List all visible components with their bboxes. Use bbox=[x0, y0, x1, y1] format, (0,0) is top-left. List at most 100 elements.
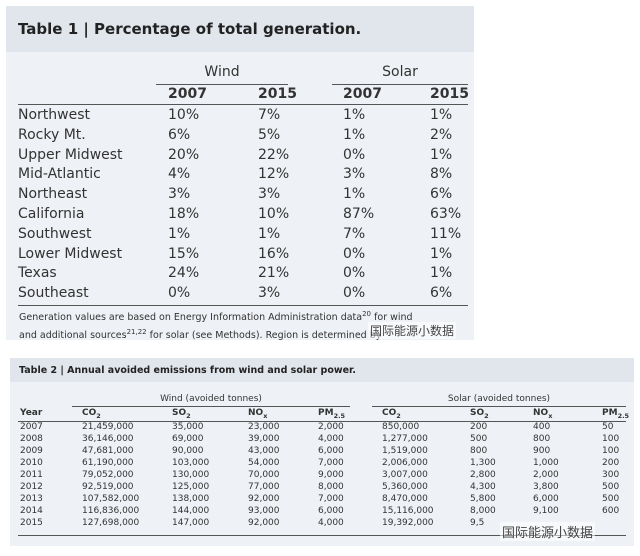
footnote-ref: 20 bbox=[362, 310, 372, 318]
cell: 116,836,000 bbox=[82, 506, 140, 516]
cell: 92,000 bbox=[248, 518, 280, 528]
cell: 107,582,000 bbox=[82, 494, 140, 504]
group-rule bbox=[372, 406, 626, 407]
cell: 0% bbox=[343, 245, 366, 262]
footnote-text: Generation values are based on Energy In… bbox=[19, 312, 363, 324]
cell: 2,000 bbox=[318, 422, 344, 432]
row-label: Upper Midwest bbox=[18, 146, 123, 163]
year-header: 2007 bbox=[343, 86, 382, 102]
cell: 7% bbox=[343, 225, 366, 242]
cell: 50 bbox=[602, 422, 614, 432]
cell: 200 bbox=[470, 422, 488, 432]
column-header: CO2 bbox=[82, 408, 101, 420]
cell: 3,800 bbox=[533, 482, 559, 492]
cell: 1,000 bbox=[533, 458, 559, 468]
watermark: 国际能源小数据 bbox=[368, 322, 457, 339]
bottom-rule bbox=[18, 535, 626, 536]
cell: 18% bbox=[168, 206, 200, 222]
cell: 850,000 bbox=[382, 422, 420, 432]
table-1-header bbox=[6, 6, 474, 52]
cell: 800 bbox=[533, 434, 551, 444]
cell: 87% bbox=[343, 206, 375, 222]
cell: 39,000 bbox=[248, 434, 280, 444]
cell: 500 bbox=[470, 434, 488, 444]
footnote-ref: 21,22 bbox=[126, 328, 147, 337]
cell: 5,360,000 bbox=[382, 482, 428, 492]
cell: 138,000 bbox=[172, 494, 210, 504]
column-header-text: CO bbox=[382, 408, 397, 418]
header-rule bbox=[18, 104, 468, 105]
table-2-header bbox=[10, 358, 634, 382]
cell: 130,000 bbox=[172, 470, 210, 480]
cell: 15,116,000 bbox=[382, 506, 434, 516]
cell: 1% bbox=[430, 107, 453, 123]
cell: 92,000 bbox=[248, 494, 280, 504]
cell: 43,000 bbox=[248, 446, 280, 456]
row-label: Southwest bbox=[18, 225, 92, 242]
year-header: 2007 bbox=[168, 86, 207, 102]
cell: 0% bbox=[343, 146, 366, 163]
cell: 5% bbox=[258, 126, 281, 143]
row-label: Texas bbox=[18, 265, 57, 282]
cell: 3% bbox=[168, 186, 191, 203]
column-header-text: PM bbox=[602, 408, 618, 418]
cell: 2,006,000 bbox=[382, 458, 428, 468]
column-header: SO2 bbox=[470, 408, 489, 420]
cell: 7,000 bbox=[318, 458, 344, 468]
cell: 1% bbox=[343, 186, 366, 203]
cell: 144,000 bbox=[172, 506, 210, 516]
group-header: Solar (avoided tonnes) bbox=[447, 394, 551, 404]
column-header-text: NO bbox=[248, 408, 264, 418]
cell: 79,052,000 bbox=[82, 470, 134, 480]
cell: 22% bbox=[258, 146, 290, 163]
column-header-text: PM bbox=[318, 408, 334, 418]
header-rule bbox=[18, 421, 626, 422]
row-label: California bbox=[18, 206, 85, 222]
footnote: Generation values are based on Energy In… bbox=[19, 307, 429, 343]
group-rule bbox=[72, 406, 350, 407]
cell: 400 bbox=[533, 422, 551, 432]
cell: 6% bbox=[168, 126, 191, 143]
cell: 77,000 bbox=[248, 482, 280, 492]
cell: 8% bbox=[430, 166, 453, 183]
cell: 0% bbox=[343, 265, 366, 282]
cell: 1% bbox=[430, 265, 453, 282]
cell: 6,000 bbox=[318, 506, 344, 516]
row-label: Lower Midwest bbox=[18, 245, 123, 262]
cell: 3,007,000 bbox=[382, 470, 428, 480]
cell: 54,000 bbox=[248, 458, 280, 468]
table-1: Table 1 | Percentage of total generation… bbox=[6, 6, 474, 343]
cell: 15% bbox=[168, 245, 200, 262]
cell: 21% bbox=[258, 265, 290, 282]
table-2-title: Table 2 | Annual avoided emissions from … bbox=[19, 365, 356, 376]
cell: 1,300 bbox=[470, 458, 496, 468]
column-header-sub: x bbox=[263, 411, 268, 420]
cell: 1% bbox=[168, 225, 191, 242]
column-header: CO2 bbox=[382, 408, 401, 420]
cell: 0% bbox=[343, 285, 366, 302]
cell: 7,000 bbox=[318, 494, 344, 504]
cell: 90,000 bbox=[172, 446, 204, 456]
cell: 1% bbox=[430, 245, 453, 262]
cell: 9,000 bbox=[318, 470, 344, 480]
cell: 8,470,000 bbox=[382, 494, 428, 504]
cell: 47,681,000 bbox=[82, 446, 134, 456]
row-label: 2010 bbox=[20, 458, 43, 468]
row-label: Northeast bbox=[18, 186, 88, 203]
cell: 100 bbox=[602, 434, 620, 444]
column-header-sub: 2.5 bbox=[617, 411, 630, 420]
cell: 1,277,000 bbox=[382, 434, 428, 444]
cell: 36,146,000 bbox=[82, 434, 134, 444]
year-header: 2015 bbox=[258, 86, 297, 102]
row-label: Northwest bbox=[18, 107, 91, 123]
cell: 500 bbox=[602, 482, 620, 492]
column-header-text: SO bbox=[470, 408, 485, 418]
column-header: PM2.5 bbox=[318, 408, 345, 420]
column-header-sub: 2.5 bbox=[333, 411, 346, 420]
cell: 600 bbox=[602, 506, 620, 516]
cell: 8,000 bbox=[318, 482, 344, 492]
cell: 10% bbox=[168, 107, 200, 123]
cell: 3% bbox=[258, 285, 281, 302]
cell: 10% bbox=[258, 206, 290, 222]
